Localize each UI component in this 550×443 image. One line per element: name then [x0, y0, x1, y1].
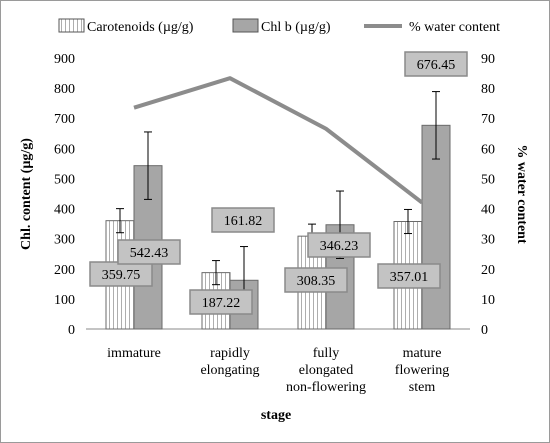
- x-category-label: elongated: [299, 363, 353, 378]
- x-category-label: rapidly: [210, 346, 250, 361]
- y-tick-label: 100: [54, 293, 75, 308]
- y2-axis-title: % water content: [514, 144, 529, 244]
- x-category-label: mature: [403, 346, 442, 361]
- x-category-label: elongating: [200, 363, 259, 378]
- data-label-carotenoids-box: [189, 289, 253, 315]
- data-label-carotenoids: 187.22: [202, 296, 241, 311]
- data-label-chl-b-box: [117, 239, 181, 265]
- y-tick-label: 200: [54, 263, 75, 278]
- series-line-water-content: [133, 76, 424, 205]
- y-axis-title: Chl. content (µg/g): [19, 138, 34, 250]
- y2-tick-label: 70: [481, 112, 495, 127]
- y2-tick-label: 80: [481, 82, 495, 97]
- legend-label-carotenoids: Carotenoids (µg/g): [87, 20, 194, 35]
- x-category-label: fully: [313, 346, 339, 361]
- data-label-chl-b: 542.43: [130, 246, 169, 261]
- y-tick-label: 300: [54, 233, 75, 248]
- data-label-carotenoids-box: [284, 267, 348, 293]
- legend-swatch-chl-b: [232, 18, 259, 33]
- x-category-label: immature: [107, 346, 161, 361]
- y-tick-label: 600: [54, 142, 75, 157]
- y-tick-label: 0: [68, 323, 75, 338]
- data-label-carotenoids-box: [377, 263, 441, 289]
- data-label-carotenoids: 357.01: [390, 270, 429, 285]
- y2-tick-label: 40: [481, 203, 495, 218]
- data-label-carotenoids: 359.75: [102, 268, 141, 283]
- x-category-label: flowering: [395, 363, 449, 378]
- y2-tick-label: 90: [481, 52, 495, 67]
- y2-tick-label: 50: [481, 172, 495, 187]
- x-axis-title: stage: [261, 408, 291, 423]
- data-label-chl-b-box: [211, 207, 275, 233]
- plot-area: 0 100 200 300 400 500 600 700 800 900 0 10 20 30 40 50 6…: [54, 51, 495, 395]
- y-tick-label: 800: [54, 82, 75, 97]
- data-label-carotenoids: 308.35: [297, 274, 336, 289]
- legend-label-chl-b: Chl b (µg/g): [261, 20, 331, 35]
- x-category-label: non-flowering: [286, 380, 366, 395]
- data-label-chl-b-box: [404, 51, 468, 77]
- y-tick-label: 400: [54, 203, 75, 218]
- legend-label-water: % water content: [409, 20, 500, 35]
- y-tick-label: 900: [54, 52, 75, 67]
- data-label-chl-b: 676.45: [417, 58, 456, 73]
- data-label-chl-b-box: [307, 232, 371, 258]
- x-category-label: stem: [409, 380, 436, 395]
- y2-tick-label: 10: [481, 293, 495, 308]
- y2-tick-label: 60: [481, 142, 495, 157]
- y2-tick-label: 20: [481, 263, 495, 278]
- y2-tick-label: 0: [481, 323, 488, 338]
- legend-swatch-carotenoids: [58, 18, 85, 33]
- data-label-chl-b: 346.23: [320, 239, 359, 254]
- y-tick-label: 700: [54, 112, 75, 127]
- legend: Carotenoids (µg/g) Chl b (µg/g) % water …: [58, 18, 500, 35]
- y-tick-label: 500: [54, 172, 75, 187]
- data-label-chl-b: 161.82: [224, 214, 263, 229]
- y2-tick-label: 30: [481, 233, 495, 248]
